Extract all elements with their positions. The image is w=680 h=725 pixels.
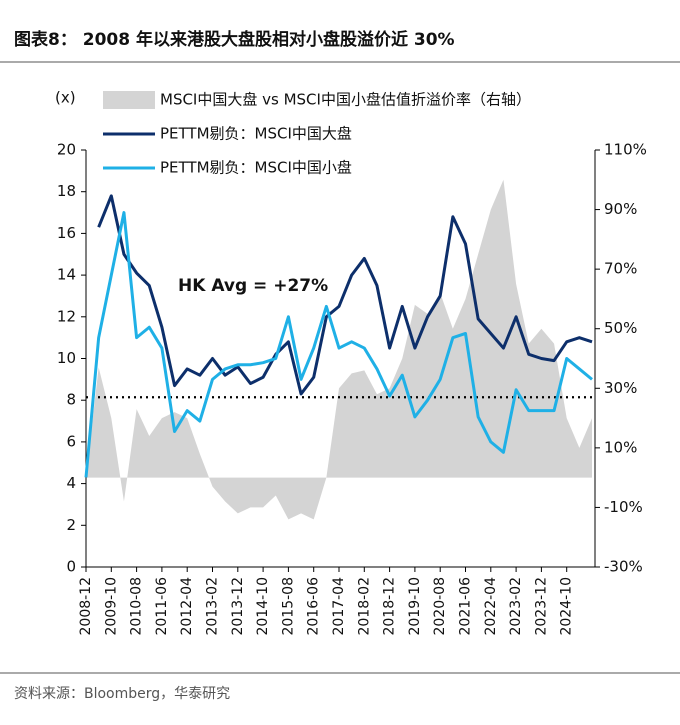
- x-tick-label: 2015-08: [280, 577, 296, 636]
- y2-tick-label: 110%: [604, 141, 647, 159]
- x-tick-label: 2013-12: [230, 577, 246, 636]
- y-axis-label: (x): [55, 89, 76, 107]
- line: [97, 194, 593, 396]
- y2-tick-label: -10%: [604, 498, 643, 516]
- y-tick-label: 2: [66, 516, 76, 534]
- x-tick-label: 2023-12: [533, 577, 549, 636]
- x-tick-label: 2019-10: [407, 577, 423, 636]
- x-tick-label: 2009-10: [103, 577, 119, 636]
- x-tick-label: 2017-04: [331, 577, 347, 636]
- y2-tick-label: -30%: [604, 558, 643, 576]
- y2-tick-label: 90%: [604, 200, 637, 218]
- x-tick-label: 2018-12: [382, 577, 398, 636]
- legend-label: MSCI中国大盘 vs MSCI中国小盘估值折溢价率（右轴）: [160, 91, 531, 109]
- x-tick-label: 2010-08: [129, 577, 145, 636]
- source: 资料来源：Bloomberg，华泰研究: [14, 686, 230, 702]
- x-tick-label: 2014-10: [255, 577, 271, 636]
- x-tick-label: 2024-10: [559, 577, 575, 636]
- legend-label: PETTM剔负：MSCI中国大盘: [160, 125, 352, 143]
- y2-tick-label: 30%: [604, 379, 637, 397]
- x-tick-label: 2012-04: [179, 577, 195, 636]
- x-tick-label: 2021-06: [458, 577, 474, 636]
- x-tick-label: 2011-06: [154, 577, 170, 636]
- annotation: HK Avg = +27%: [178, 276, 328, 296]
- y-tick-label: 20: [57, 141, 76, 159]
- x-tick-label: 2020-08: [432, 577, 448, 636]
- y2-tick-label: 10%: [604, 438, 637, 456]
- y2-tick-label: 70%: [604, 260, 637, 278]
- y-tick-label: 6: [66, 432, 76, 450]
- x-tick-label: 2023-02: [508, 577, 524, 636]
- y-tick-label: 8: [66, 391, 76, 409]
- legend-label: PETTM剔负：MSCI中国小盘: [160, 159, 352, 177]
- y-tick-label: 16: [57, 224, 76, 242]
- x-tick-label: 2018-02: [356, 577, 372, 636]
- x-tick-label: 2016-06: [306, 577, 322, 636]
- y-tick-label: 0: [66, 558, 76, 576]
- area: [86, 179, 592, 520]
- x-tick-label: 2013-02: [205, 577, 221, 636]
- y-tick-label: 18: [57, 182, 76, 200]
- y2-tick-label: 50%: [604, 319, 637, 337]
- x-tick-label: 2008-12: [78, 577, 94, 636]
- x-tick-label: 2022-04: [483, 577, 499, 636]
- y-tick-label: 10: [57, 349, 76, 367]
- legend-swatch: [103, 91, 155, 109]
- line: [84, 211, 593, 478]
- y-tick-label: 14: [57, 266, 76, 284]
- y-tick-label: 12: [57, 307, 76, 325]
- chart-title: 图表8： 2008 年以来港股大盘股相对小盘股溢价近 30%: [14, 29, 455, 50]
- y-tick-label: 4: [66, 474, 76, 492]
